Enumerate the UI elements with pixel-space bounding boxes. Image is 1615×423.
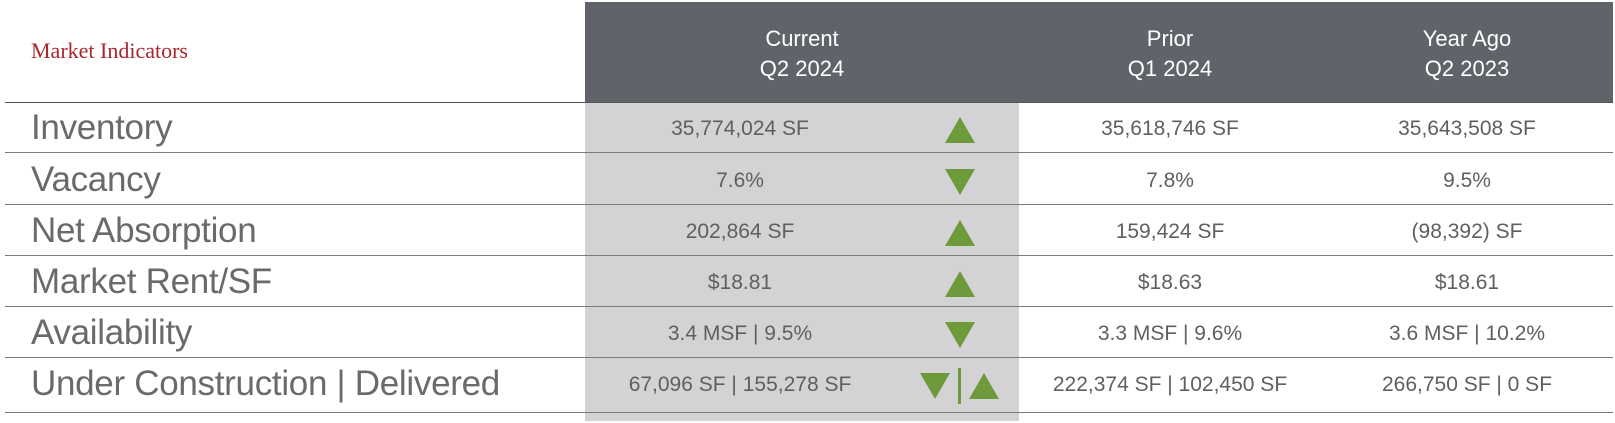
triangle-up-icon [944,271,975,297]
column-header-line1: Prior [1146,26,1194,51]
prior-value: 3.3 MSF | 9.6% [1097,322,1243,345]
year-ago-value: 266,750 SF | 0 SF [1381,373,1553,396]
triangle-down-icon [920,373,950,399]
table-row: Market Rent/SF $18.81 $18.63 $18.61 [0,257,1615,309]
row-label: Availability [31,313,193,352]
column-header-line2: Q1 2024 [1127,56,1213,81]
prior-value: 35,618,746 SF [1101,117,1239,140]
column-header-line1: Current [765,26,839,51]
row-label: Under Construction | Delivered [31,364,500,403]
current-value: $18.81 [707,271,773,294]
column-header-line1: Year Ago [1422,26,1512,51]
table-title: Market Indicators [31,38,188,63]
row-label: Inventory [31,108,173,147]
row-divider [5,357,1613,358]
current-value: 3.4 MSF | 9.5% [667,322,813,345]
row-label: Market Rent/SF [31,262,272,301]
trend-indicator [900,318,1019,352]
column-header-current: Current Q2 2024 [585,24,1019,84]
triangle-down-icon [944,169,975,195]
current-value: 7.6% [716,169,764,192]
row-divider [5,204,1613,205]
current-value: 35,774,024 SF [671,117,809,140]
year-ago-value: 3.6 MSF | 10.2% [1388,322,1546,345]
triangle-up-icon [969,373,999,399]
prior-value: $18.63 [1137,271,1203,294]
row-divider [5,412,1613,413]
table-row: Availability 3.4 MSF | 9.5% 3.3 MSF | 9.6%… [0,308,1615,360]
header-divider [5,102,1613,103]
row-label: Net Absorption [31,211,257,250]
prior-value: 159,424 SF [1115,220,1225,243]
trend-separator [958,368,961,404]
current-value: 202,864 SF [685,220,795,243]
row-label: Vacancy [31,160,161,199]
trend-indicator [900,368,1019,404]
table-row: Vacancy 7.6% 7.8% 9.5% [0,155,1615,207]
table-row: Under Construction | Delivered 67,096 SF … [0,359,1615,411]
row-divider [5,306,1613,307]
triangle-up-icon [944,220,975,246]
trend-indicator [900,267,1019,301]
trend-indicator [900,216,1019,250]
column-header-band [585,2,1613,103]
prior-value: 222,374 SF | 102,450 SF [1052,373,1288,396]
row-divider [5,255,1613,256]
trend-indicator [900,165,1019,199]
column-header-line2: Q2 2024 [759,56,845,81]
current-value: 67,096 SF | 155,278 SF [628,373,852,396]
triangle-down-icon [944,322,975,348]
triangle-up-icon [944,117,975,143]
column-header-year-ago: Year Ago Q2 2023 [1321,24,1613,84]
table-row: Inventory 35,774,024 SF 35,618,746 SF 35,64… [0,103,1615,155]
table-row: Net Absorption 202,864 SF 159,424 SF (98,39… [0,206,1615,258]
year-ago-value: 35,643,508 SF [1398,117,1536,140]
row-divider [5,152,1613,153]
current-column-band [585,103,1019,421]
column-header-line2: Q2 2023 [1424,56,1510,81]
year-ago-value: 9.5% [1443,169,1491,192]
trend-indicator [900,113,1019,147]
column-header-prior: Prior Q1 2024 [1019,24,1321,84]
prior-value: 7.8% [1146,169,1194,192]
year-ago-value: $18.61 [1434,271,1500,294]
year-ago-value: (98,392) SF [1411,220,1523,243]
